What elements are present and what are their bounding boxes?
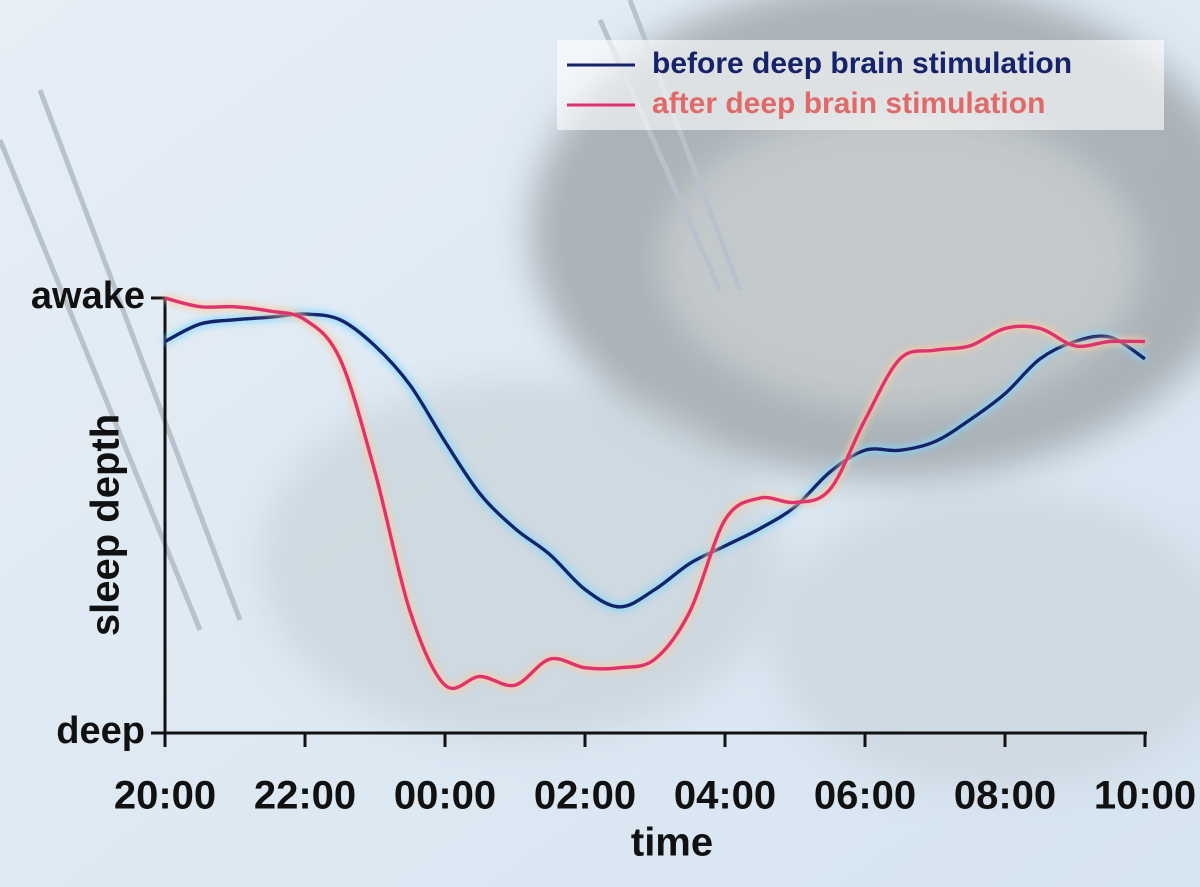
x-tick-label: 04:00 bbox=[674, 774, 776, 818]
x-axis-label: time bbox=[631, 821, 713, 865]
x-tick-label: 22:00 bbox=[254, 774, 356, 818]
legend-box bbox=[557, 40, 1164, 130]
x-tick-label: 06:00 bbox=[814, 774, 916, 818]
legend-label: before deep brain stimulation bbox=[652, 47, 1072, 80]
x-tick-label: 02:00 bbox=[534, 774, 636, 818]
x-tick-label: 00:00 bbox=[394, 774, 496, 818]
x-tick-label: 08:00 bbox=[954, 774, 1056, 818]
y-tick-label: deep bbox=[56, 710, 145, 752]
x-tick-label: 20:00 bbox=[114, 774, 216, 818]
series-line bbox=[164, 296, 1146, 691]
legend-label: after deep brain stimulation bbox=[652, 87, 1045, 120]
y-tick-label: awake bbox=[31, 275, 145, 317]
y-axis-label: sleep depth bbox=[84, 414, 128, 636]
x-tick-label: 10:00 bbox=[1094, 774, 1196, 818]
series-line bbox=[164, 312, 1146, 609]
